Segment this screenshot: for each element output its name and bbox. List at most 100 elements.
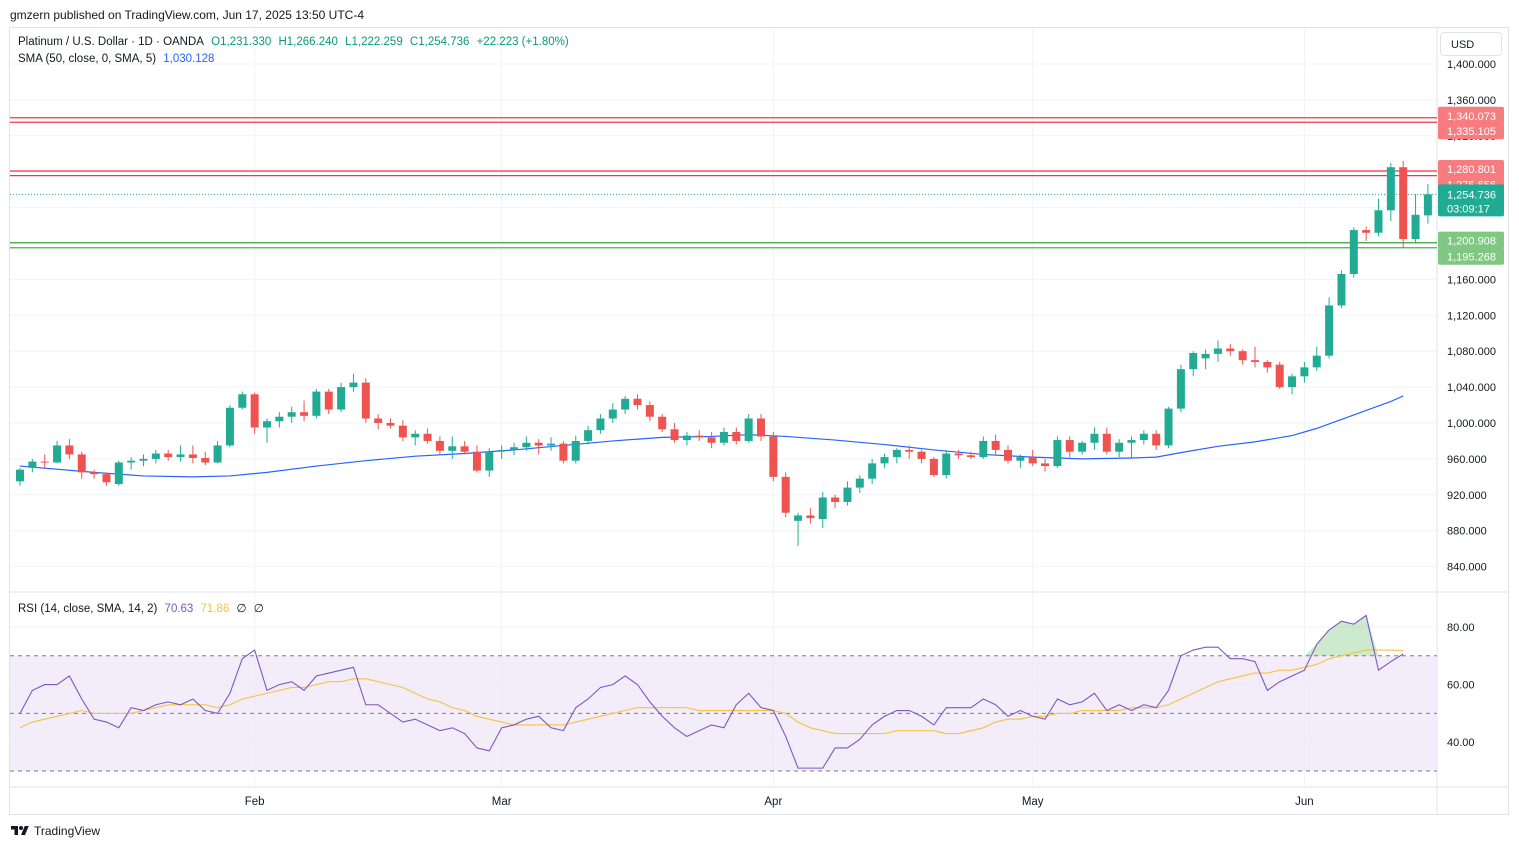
candle-body (892, 449, 901, 458)
candle-body (1115, 442, 1124, 452)
candle (596, 414, 605, 434)
candle-body (77, 454, 86, 473)
candle (324, 388, 333, 415)
candle-body (1139, 433, 1148, 441)
candle (263, 418, 271, 443)
candle (1325, 297, 1334, 359)
candle-body (769, 436, 778, 477)
candle (1226, 344, 1235, 356)
candle-body (1337, 274, 1346, 306)
candle-body (448, 446, 457, 451)
candle (781, 472, 790, 518)
candle (559, 440, 568, 464)
candle-body (719, 431, 728, 443)
candle-body (1399, 167, 1408, 240)
candle (1362, 226, 1371, 241)
candle (806, 508, 815, 524)
support-level-label: 1,200.908 (1447, 236, 1496, 248)
support-level-label-bg (1438, 247, 1504, 265)
candle (794, 512, 803, 546)
candle-body (1213, 348, 1222, 354)
candle (485, 448, 494, 477)
candle-body (1004, 449, 1012, 461)
candle-body (1251, 360, 1259, 362)
candle-body (732, 431, 741, 441)
candle-body (917, 451, 926, 459)
candle-body (1374, 210, 1383, 233)
candle (1201, 349, 1210, 370)
candle-body (1152, 433, 1161, 446)
candle-body (1386, 167, 1395, 211)
candle (361, 378, 370, 423)
low-value: L1,222.259 (345, 36, 403, 48)
candle-body (53, 445, 62, 463)
candle (28, 458, 37, 473)
symbol-label[interactable]: Platinum / U.S. Dollar · 1D · OANDA (18, 36, 204, 48)
candle (1004, 445, 1012, 464)
candle (522, 436, 531, 451)
sma-label[interactable]: SMA (50, close, 0, SMA, 5) (18, 53, 157, 65)
candle (435, 436, 444, 455)
resistance-level-label-bg (1438, 122, 1504, 140)
candle (349, 373, 358, 392)
candle-body (794, 515, 803, 521)
candle-body (1028, 457, 1037, 464)
candle-body (1065, 440, 1074, 452)
candle (65, 439, 74, 459)
footer-brand-text: TradingView (34, 824, 101, 838)
candle-body (744, 418, 753, 441)
candle-body (1078, 442, 1087, 452)
candle (892, 448, 901, 464)
candle (1399, 160, 1408, 248)
candle (1213, 340, 1222, 362)
candle-body (324, 391, 333, 410)
price-tick-label: 1,080.000 (1447, 346, 1496, 358)
candle (497, 445, 506, 459)
candle (1288, 373, 1297, 395)
rsi-label[interactable]: RSI (14, close, SMA, 14, 2) (18, 603, 158, 615)
candle (1127, 436, 1136, 459)
candle-body (263, 421, 271, 428)
candle-body (522, 442, 531, 448)
candle-body (1300, 367, 1309, 377)
candle (621, 396, 630, 415)
candle-body (213, 445, 222, 463)
candle-body (287, 412, 296, 417)
footer-brand[interactable]: TradingView (10, 824, 100, 838)
candle (1028, 449, 1037, 467)
candle-body (1189, 352, 1198, 370)
candle-body (139, 458, 148, 461)
candle (608, 403, 617, 423)
candle (411, 430, 420, 446)
candle (831, 494, 840, 509)
candle-body (497, 449, 506, 452)
candle (1251, 346, 1259, 368)
candle (757, 414, 765, 441)
candle (719, 427, 728, 446)
time-axis-label: Apr (764, 796, 782, 808)
candle (77, 451, 86, 479)
candle (843, 481, 852, 506)
support-level-label: 1,195.268 (1447, 252, 1496, 264)
time-axis-label: Mar (492, 796, 512, 808)
candle (917, 449, 926, 464)
candle-body (361, 382, 370, 419)
candle-body (374, 418, 383, 423)
candle (1139, 430, 1148, 445)
candle-body (102, 474, 111, 483)
candle-body (460, 446, 469, 452)
candle (225, 405, 234, 448)
currency-button[interactable]: USD (1440, 32, 1502, 56)
candle-body (1016, 457, 1025, 461)
candle (929, 457, 938, 477)
candle (188, 445, 197, 464)
candle-body (435, 440, 444, 451)
resistance-level-label-bg (1438, 106, 1504, 124)
candle (1275, 361, 1284, 389)
candle (942, 449, 951, 479)
candle-body (954, 453, 963, 456)
candle-body (1053, 440, 1062, 467)
candle-body (1238, 351, 1247, 361)
candle (991, 434, 1000, 455)
